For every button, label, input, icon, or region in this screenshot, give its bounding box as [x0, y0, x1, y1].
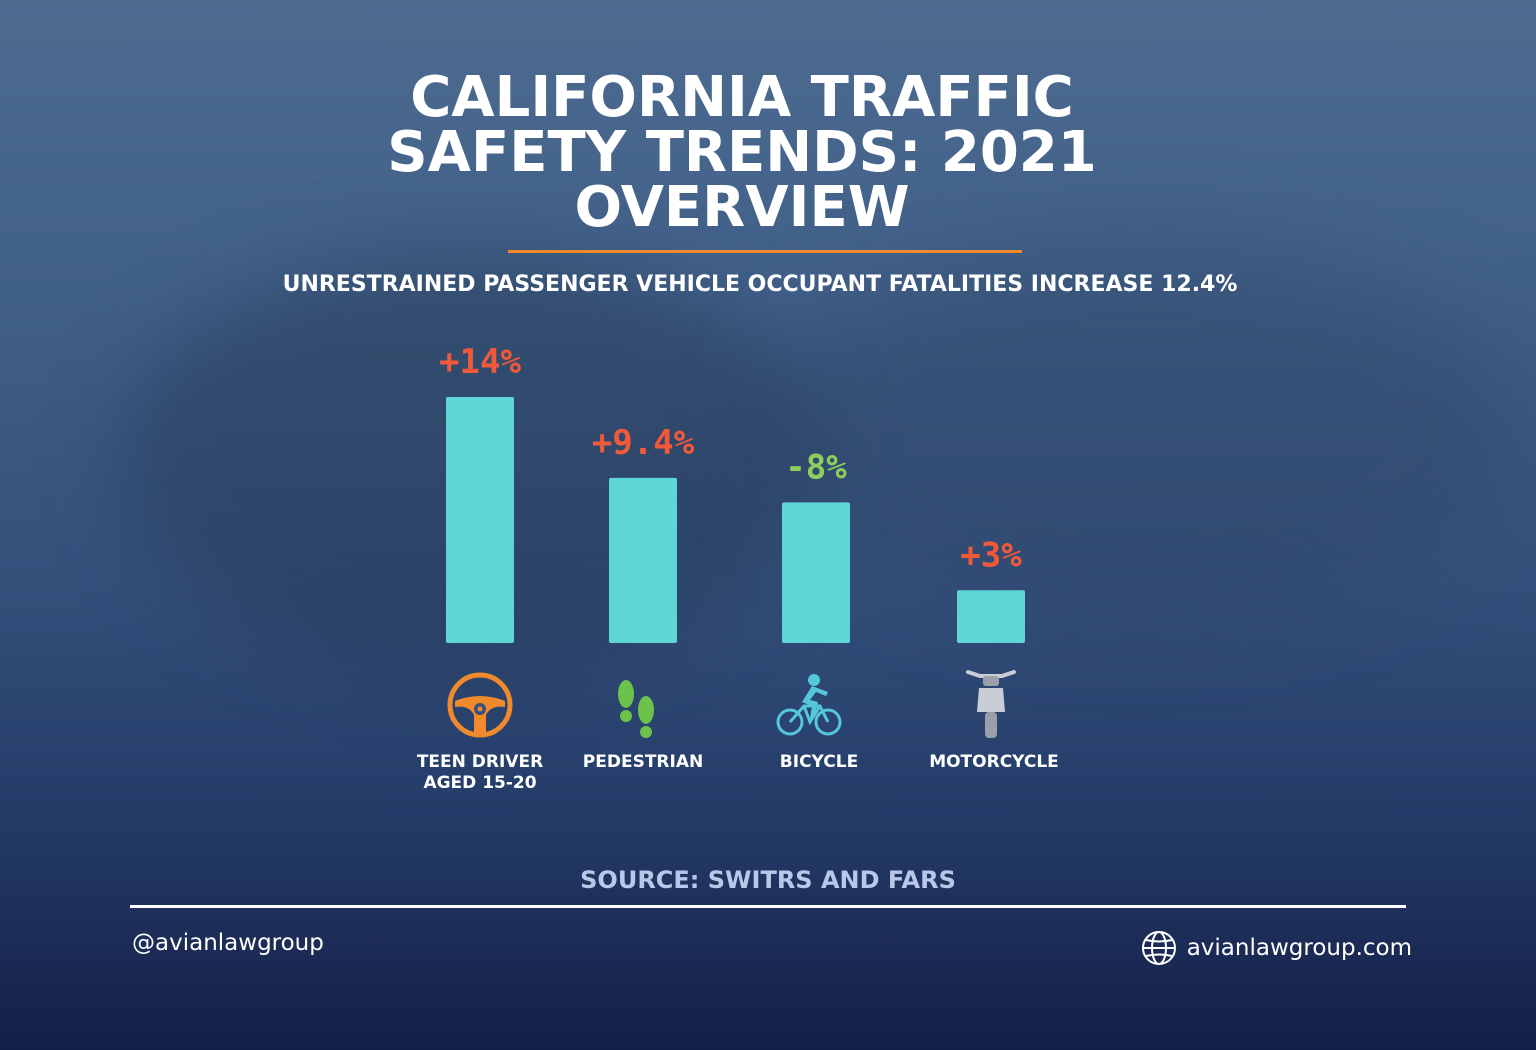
- title-line: SAFETY TRENDS: 2021: [387, 120, 1097, 185]
- category-label: BICYCLE: [779, 752, 859, 772]
- source-note: SOURCE: SWITRS AND FARS: [580, 866, 956, 894]
- bicycle-icon: [776, 672, 842, 744]
- bar-teen-driver-aged-15-20: [446, 397, 514, 643]
- bar-pedestrian: [609, 477, 677, 643]
- website-text: avianlawgroup.com: [1186, 935, 1412, 961]
- value-label: +9.4%: [592, 423, 695, 463]
- value-label: +14%: [439, 342, 521, 382]
- title-line: CALIFORNIA TRAFFIC: [410, 65, 1074, 130]
- category-label: TEEN DRIVER AGED 15-20: [416, 752, 544, 793]
- value-label: -8%: [785, 447, 847, 487]
- footprints-icon: [612, 674, 662, 746]
- title-underline: [508, 250, 1022, 253]
- steering-wheel-icon: [446, 671, 514, 743]
- bar-bicycle: [782, 502, 850, 643]
- bar-motorcycle: [957, 590, 1025, 643]
- globe-icon: [1141, 931, 1176, 965]
- social-handle[interactable]: @avianlawgroup: [132, 930, 324, 956]
- category-label: PEDESTRIAN: [582, 752, 704, 772]
- chart-subtitle: UNRESTRAINED PASSENGER VEHICLE OCCUPANT …: [282, 272, 1238, 297]
- title-line: OVERVIEW: [574, 175, 910, 240]
- website-link[interactable]: avianlawgroup.com: [1141, 930, 1412, 966]
- page-title: CALIFORNIA TRAFFIC SAFETY TRENDS: 2021 O…: [300, 65, 1184, 240]
- footer-divider: [130, 905, 1406, 908]
- value-label: +3%: [960, 535, 1022, 575]
- category-label: MOTORCYCLE: [929, 752, 1059, 772]
- motorcycle-icon: [966, 666, 1016, 744]
